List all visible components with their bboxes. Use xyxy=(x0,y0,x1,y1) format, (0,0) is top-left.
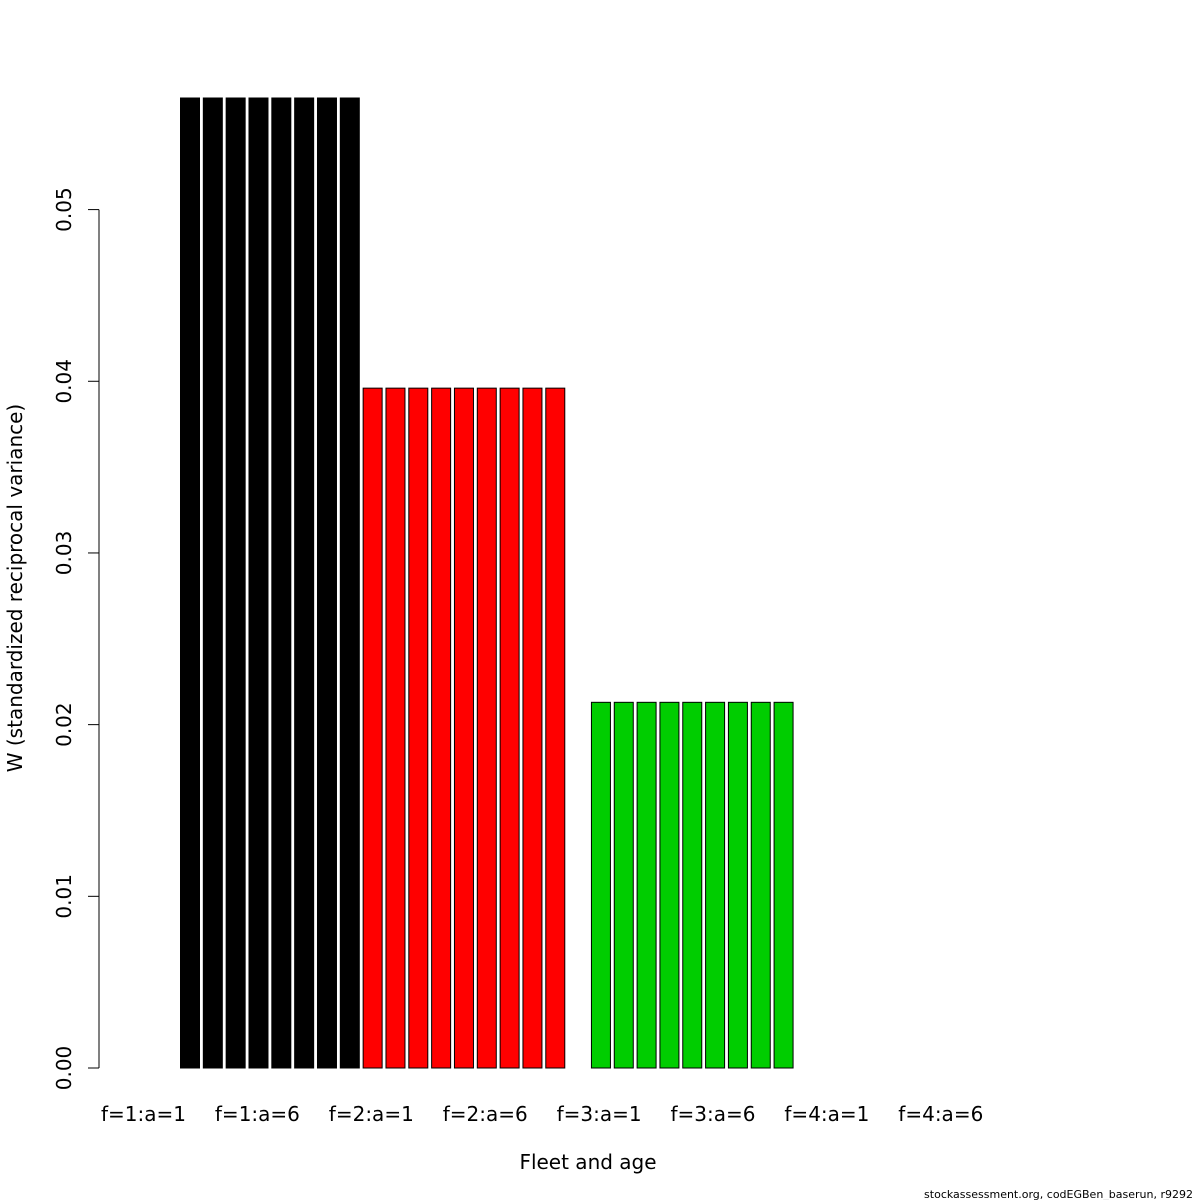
bar-f-1-a-7 xyxy=(316,97,337,1069)
y-tick-label: 0.04 xyxy=(52,359,76,404)
x-tick-label: f=4:a=1 xyxy=(784,1102,869,1126)
x-tick-label: f=3:a=1 xyxy=(557,1102,642,1126)
bar-f-3-a-5 xyxy=(682,701,703,1069)
bar-f-2-a-8 xyxy=(522,387,543,1069)
x-tick-label: f=4:a=6 xyxy=(898,1102,983,1126)
y-tick-label: 0.05 xyxy=(52,187,76,232)
bar-f-2-a-1 xyxy=(362,387,383,1069)
bar-f-3-a-1 xyxy=(590,701,611,1069)
bar-f-1-a-2 xyxy=(202,97,223,1069)
x-axis-title: Fleet and age xyxy=(519,1150,656,1174)
bar-f-1-a-4 xyxy=(248,97,269,1069)
bar-f-1-a-1 xyxy=(180,97,200,1069)
bar-f-2-a-7 xyxy=(499,387,520,1069)
bar-f-2-a-4 xyxy=(431,387,452,1069)
y-tick-label: 0.00 xyxy=(52,1046,76,1091)
bar-f-3-a-6 xyxy=(705,701,726,1069)
x-tick-label: f=1:a=1 xyxy=(101,1102,186,1126)
bar-f-3-a-3 xyxy=(636,701,657,1069)
bar-f-1-a-6 xyxy=(294,97,315,1069)
y-axis-title: W (standardized reciprocal variance) xyxy=(3,404,27,773)
x-tick-labels: f=1:a=1 f=1:a=6 f=2:a=1 f=2:a=6 f=3:a=1 f=3:a… xyxy=(101,1102,983,1126)
bar-f-2-a-5 xyxy=(453,387,474,1069)
y-tick-label: 0.03 xyxy=(52,531,76,576)
bar-f-3-a-8 xyxy=(750,701,771,1069)
bar-f-1-a-5 xyxy=(271,97,292,1069)
bar-f-3-a-7 xyxy=(727,701,748,1069)
bar-f-1-a-8 xyxy=(339,97,360,1069)
x-tick-label: f=2:a=1 xyxy=(329,1102,414,1126)
bar-f-2-a-2 xyxy=(385,387,406,1069)
bar-f-2-a-6 xyxy=(476,387,497,1069)
y-axis: 0.00 0.01 0.02 0.03 0.04 0.05 xyxy=(52,187,100,1091)
x-tick-label: f=2:a=6 xyxy=(443,1102,528,1126)
bar-f-3-a-2 xyxy=(613,701,634,1069)
x-tick-label: f=3:a=6 xyxy=(671,1102,756,1126)
bar-f-3-a-9 xyxy=(773,701,794,1069)
footer-text: stockassessment.org, codEGBen_baserun, r… xyxy=(924,1188,1193,1200)
bar-f-3-a-4 xyxy=(659,701,680,1069)
y-tick-label: 0.02 xyxy=(52,702,76,747)
bars xyxy=(180,97,794,1069)
x-tick-label: f=1:a=6 xyxy=(215,1102,300,1126)
bar-f-1-a-3 xyxy=(225,97,246,1069)
bar-f-2-a-9 xyxy=(545,387,566,1069)
y-tick-label: 0.01 xyxy=(52,874,76,919)
bar-f-2-a-3 xyxy=(408,387,429,1069)
